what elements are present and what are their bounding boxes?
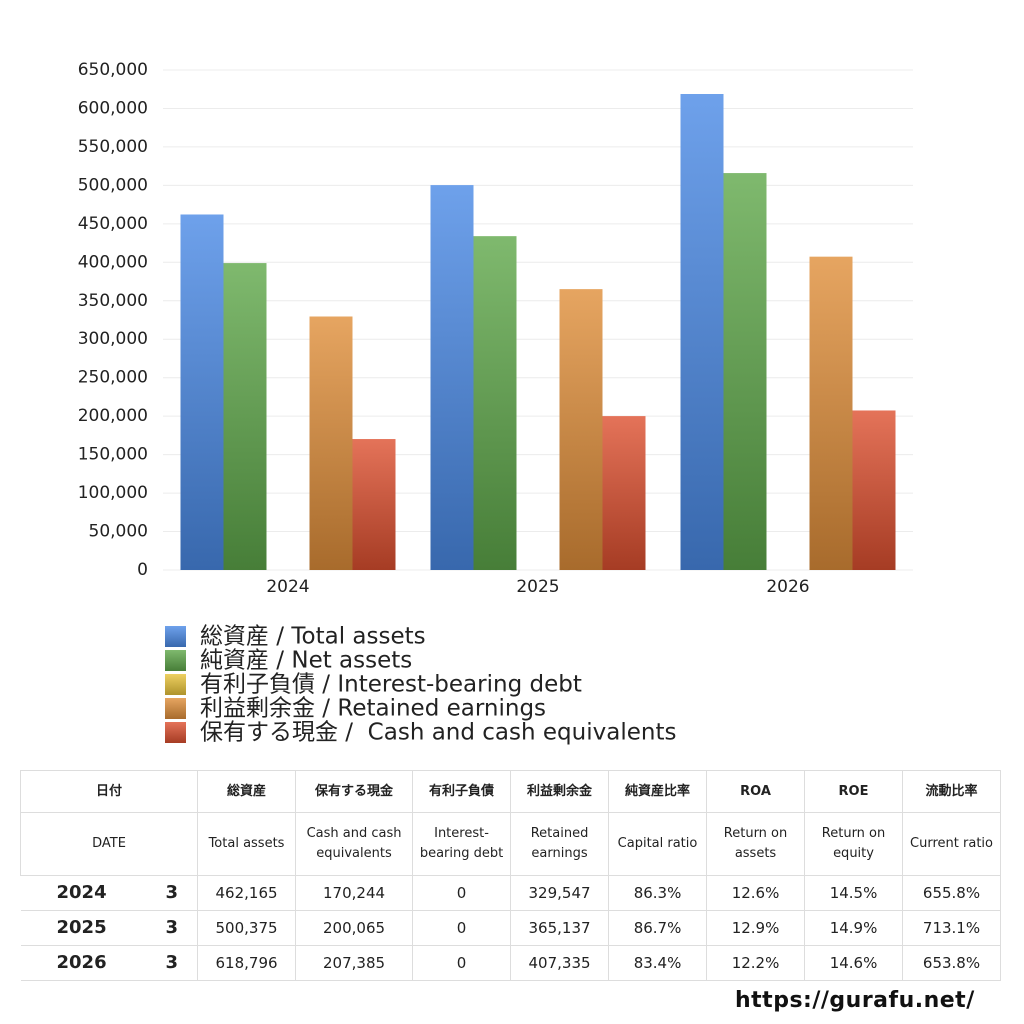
table-cell: 純資産比率 bbox=[608, 770, 708, 813]
table-cell: ROE bbox=[804, 770, 904, 813]
table-row: DATE Total assets Cash and cash equivalent… bbox=[19, 812, 1002, 876]
table-cell: Current ratio bbox=[902, 812, 1002, 876]
y-tick-label: 550,000 bbox=[78, 137, 148, 157]
table-cell: Capital ratio bbox=[608, 812, 708, 876]
x-tick-label: 2026 bbox=[766, 577, 809, 597]
table-cell: DATE bbox=[19, 812, 199, 876]
table-cell: 総資産 bbox=[197, 770, 297, 813]
table-cell: Interest-bearing debt bbox=[412, 812, 512, 876]
table-cell: ROA bbox=[706, 770, 806, 813]
y-tick-label: 350,000 bbox=[78, 291, 148, 311]
table-cell: 329,547 bbox=[510, 875, 610, 911]
table-cell: Cash and cash equivalents bbox=[295, 812, 414, 876]
table-cell: 保有する現金 bbox=[295, 770, 414, 813]
table-cell: 655.8% bbox=[902, 875, 1002, 911]
table-cell: 14.6% bbox=[804, 945, 904, 981]
legend-label: 有利子負債 / Interest-bearing debt bbox=[200, 672, 582, 698]
table-cell: 3 bbox=[147, 910, 199, 946]
bar bbox=[352, 439, 396, 570]
table-cell: 2024 bbox=[20, 875, 148, 911]
bar bbox=[602, 416, 646, 570]
legend-label: 純資産 / Net assets bbox=[200, 648, 412, 674]
bar bbox=[473, 236, 517, 570]
legend-label: 保有する現金 / Cash and cash equivalents bbox=[200, 720, 676, 746]
table-cell: 618,796 bbox=[197, 945, 297, 981]
table-cell: 653.8% bbox=[902, 945, 1002, 981]
bar bbox=[430, 185, 474, 570]
table-cell: 207,385 bbox=[295, 945, 414, 981]
y-tick-label: 650,000 bbox=[78, 60, 148, 80]
y-tick-label: 600,000 bbox=[78, 98, 148, 118]
table-cell: 170,244 bbox=[295, 875, 414, 911]
y-tick-label: 50,000 bbox=[89, 522, 148, 542]
x-tick-label: 2025 bbox=[516, 577, 559, 597]
table-cell: 14.5% bbox=[804, 875, 904, 911]
bar bbox=[852, 410, 896, 570]
table-cell: 12.6% bbox=[706, 875, 806, 911]
table-cell: 日付 bbox=[19, 770, 199, 813]
table-cell: Return on assets bbox=[706, 812, 806, 876]
table-cell: 500,375 bbox=[197, 910, 297, 946]
table-row: 日付 総資産 保有する現金 有利子負債 利益剰余金 純資産比率 ROA ROE 流動比率 bbox=[19, 770, 1002, 813]
table-cell: 12.9% bbox=[706, 910, 806, 946]
table-cell: 462,165 bbox=[197, 875, 297, 911]
bar bbox=[559, 289, 603, 570]
legend-swatch bbox=[165, 650, 186, 671]
table-cell: 407,335 bbox=[510, 945, 610, 981]
y-tick-label: 450,000 bbox=[78, 214, 148, 234]
legend-swatch bbox=[165, 626, 186, 647]
y-tick-label: 0 bbox=[137, 560, 148, 580]
legend-swatch bbox=[165, 722, 186, 743]
table-row: 2024 3 462,165 170,244 0 329,547 86.3% 12.6% 14.… bbox=[20, 875, 1002, 911]
table-cell: 0 bbox=[412, 875, 512, 911]
table-cell: Retained earnings bbox=[510, 812, 610, 876]
y-tick-label: 400,000 bbox=[78, 252, 148, 272]
table-cell: 86.7% bbox=[608, 910, 708, 946]
table-row: 2025 3 500,375 200,065 0 365,137 86.7% 12.9% 14.… bbox=[20, 910, 1002, 946]
table-cell: 利益剰余金 bbox=[510, 770, 610, 813]
chart: 0 50,000 100,000 150,000 200,000 250,000 300,0… bbox=[78, 60, 913, 746]
legend-swatch bbox=[165, 698, 186, 719]
bar bbox=[309, 316, 353, 570]
table-cell: 2026 bbox=[20, 945, 148, 981]
legend-label: 利益剰余金 / Retained earnings bbox=[200, 696, 546, 722]
bar bbox=[809, 256, 853, 570]
table-cell: 365,137 bbox=[510, 910, 610, 946]
y-tick-label: 250,000 bbox=[78, 368, 148, 388]
y-tick-label: 150,000 bbox=[78, 445, 148, 465]
table-cell: 14.9% bbox=[804, 910, 904, 946]
table-cell: 0 bbox=[412, 945, 512, 981]
table-cell: 流動比率 bbox=[902, 770, 1002, 813]
legend-label: 総資産 / Total assets bbox=[200, 624, 426, 650]
bar bbox=[223, 263, 267, 570]
table-row: 2026 3 618,796 207,385 0 407,335 83.4% 12.2% 14.… bbox=[20, 945, 1002, 981]
table-cell: 2025 bbox=[20, 910, 148, 946]
legend-swatch bbox=[165, 674, 186, 695]
table-cell: 86.3% bbox=[608, 875, 708, 911]
table-cell: 0 bbox=[412, 910, 512, 946]
table-cell: 12.2% bbox=[706, 945, 806, 981]
bar bbox=[723, 173, 767, 571]
bar bbox=[180, 214, 224, 570]
y-tick-label: 500,000 bbox=[78, 175, 148, 195]
footer-url: https://gurafu.net/ bbox=[735, 988, 975, 1013]
bar bbox=[680, 94, 724, 570]
table-cell: 3 bbox=[147, 945, 199, 981]
table-cell: Return on equity bbox=[804, 812, 904, 876]
table-cell: Total assets bbox=[197, 812, 297, 876]
x-tick-label: 2024 bbox=[266, 577, 309, 597]
table-cell: 200,065 bbox=[295, 910, 414, 946]
table-cell: 有利子負債 bbox=[412, 770, 512, 813]
table-cell: 83.4% bbox=[608, 945, 708, 981]
y-tick-label: 300,000 bbox=[78, 329, 148, 349]
table-cell: 3 bbox=[147, 875, 199, 911]
y-tick-label: 200,000 bbox=[78, 406, 148, 426]
table-cell: 713.1% bbox=[902, 910, 1002, 946]
y-tick-label: 100,000 bbox=[78, 483, 148, 503]
data-table: 日付 総資産 保有する現金 有利子負債 利益剰余金 純資産比率 ROA ROE 流動比率 DATE… bbox=[19, 770, 1002, 981]
